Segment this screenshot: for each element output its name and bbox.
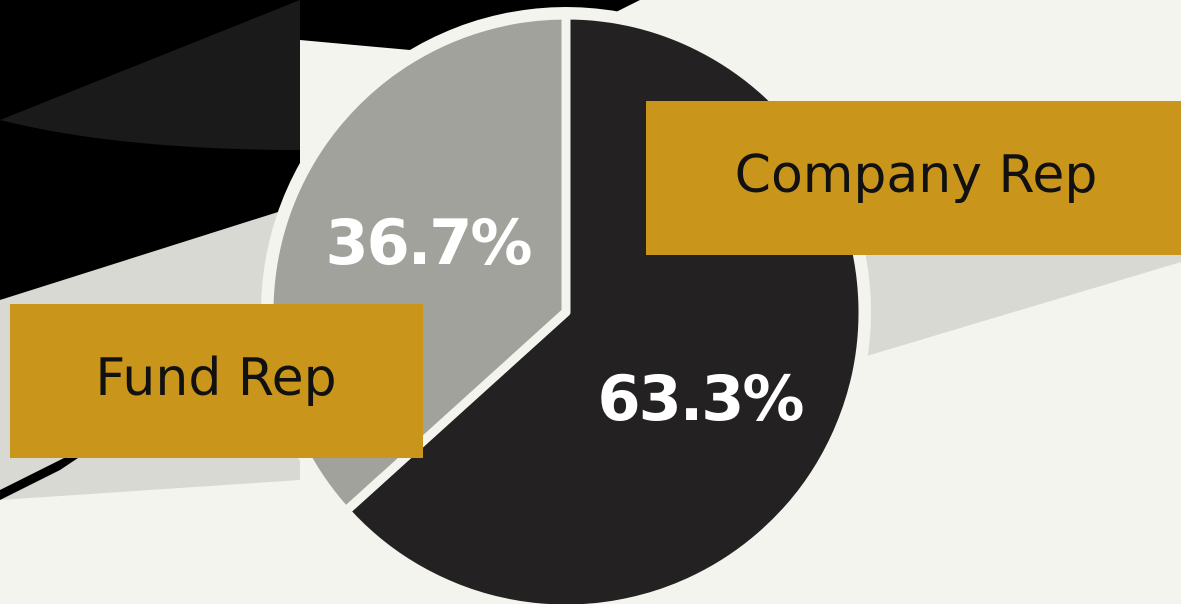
decor-beam-right xyxy=(820,255,1181,358)
category-label: Company Rep xyxy=(735,145,1098,205)
category-label: Fund Rep xyxy=(95,348,336,408)
decor-curve xyxy=(0,0,300,150)
label-box xyxy=(646,101,1181,255)
value-label: 36.7% xyxy=(325,206,531,279)
value-label: 63.3% xyxy=(597,362,803,435)
labels: 63.3% Company Rep 36.7% Fund Rep xyxy=(95,145,1097,435)
label-box xyxy=(10,304,423,458)
